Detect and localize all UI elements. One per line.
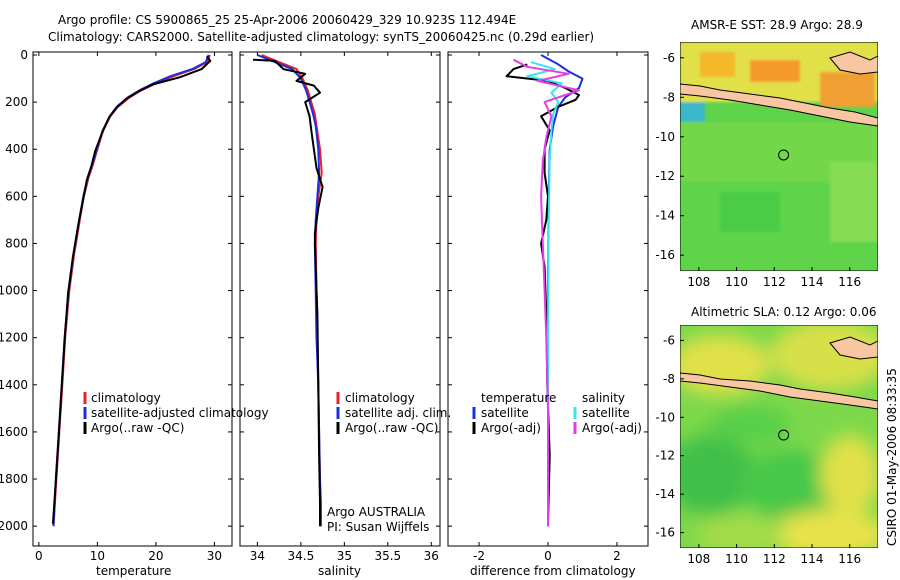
legend-label: satellite-adjusted climatology [91, 406, 269, 420]
java-coastline [680, 83, 878, 127]
legend-label: climatology [345, 391, 415, 405]
sst-map-title: AMSR-E SST: 28.9 Argo: 28.9 [691, 18, 863, 32]
map-y-tick-label: -10 [655, 410, 675, 424]
map-y-tick-label: -6 [663, 333, 675, 347]
map-x-tick-label: 108 [687, 552, 710, 566]
y-tick-label: 0 [20, 48, 28, 62]
map-x-tick-label: 112 [763, 552, 786, 566]
series-line-satellite [526, 61, 563, 527]
legend-label: Argo(-adj) [582, 421, 642, 435]
x-tick-label: 30 [207, 549, 222, 563]
x-tick-label: 35 [337, 549, 352, 563]
legend-label-temperature: temperature [481, 391, 556, 405]
y-tick-label: 600 [5, 189, 28, 203]
x-axis-label-salinity: salinity [318, 564, 361, 578]
x-tick-label: 10 [90, 549, 105, 563]
y-tick-label: 200 [5, 95, 28, 109]
header-line1: Argo profile: CS 5900865_25 25-Apr-2006 … [58, 13, 516, 27]
sla-map-title: Altimetric SLA: 0.12 Argo: 0.06 [691, 305, 876, 319]
legend-label-salinity: salinity [582, 391, 625, 405]
x-axis-label-temperature: temperature [96, 564, 171, 578]
annotation-pi: PI: Susan Wijffels [327, 520, 429, 534]
coastline [829, 336, 878, 360]
y-tick-label: 1200 [0, 331, 28, 345]
temperature-panel [32, 51, 233, 547]
x-tick-label: 20 [148, 549, 163, 563]
sst-map [680, 42, 878, 271]
map-x-tick-label: 116 [838, 275, 861, 289]
map-x-tick-label: 114 [801, 275, 824, 289]
map-y-tick-label: -16 [655, 248, 675, 262]
legend-label: satellite adj. clim. [345, 406, 451, 420]
x-tick-label: 34.5 [288, 549, 315, 563]
legend-label: climatology [91, 391, 161, 405]
series-line-argo-adj- [513, 58, 580, 527]
argo-position-marker [778, 429, 790, 441]
map-y-tick-label: -8 [663, 372, 675, 386]
map-y-tick-label: -14 [655, 209, 675, 223]
series-line-climatology [261, 54, 323, 527]
y-tick-label: 1000 [0, 284, 28, 298]
header-line2: Climatology: CARS2000. Satellite-adjuste… [48, 30, 594, 44]
series-line-climatology [52, 54, 211, 527]
legend-label: Argo(..raw -QC) [91, 421, 184, 435]
map-x-tick-label: 112 [763, 275, 786, 289]
y-tick-label: 400 [5, 142, 28, 156]
map-x-tick-label: 110 [725, 552, 748, 566]
temperature-legend: climatology satellite-adjusted climatolo… [83, 391, 269, 435]
map-x-tick-label: 114 [801, 552, 824, 566]
legend-label: Argo(-adj) [481, 421, 541, 435]
side-label: CSIRO 01-May-2006 08:33:35 [885, 368, 899, 546]
map-x-tick-label: 110 [725, 275, 748, 289]
legend-label: Argo(..raw -QC) [345, 421, 438, 435]
y-tick-label: 1800 [0, 472, 28, 486]
map-y-tick-label: -8 [663, 90, 675, 104]
x-tick-label: 0 [35, 549, 43, 563]
salinity-legend: climatology satellite adj. clim. Argo(..… [327, 391, 451, 534]
coastline [829, 51, 878, 75]
x-tick-label: 35.5 [374, 549, 401, 563]
x-tick-label: -2 [473, 549, 485, 563]
x-tick-label: 2 [613, 549, 621, 563]
map-y-tick-label: -16 [655, 526, 675, 540]
y-tick-label: 1400 [0, 378, 28, 392]
series-line-argo-raw-qc- [252, 58, 324, 527]
map-y-tick-label: -6 [663, 51, 675, 65]
legend-label: satellite [582, 406, 630, 420]
y-tick-label: 2000 [0, 519, 28, 533]
map-y-tick-label: -14 [655, 487, 675, 501]
map-y-tick-label: -12 [655, 449, 675, 463]
series-line-argo-adj- [505, 63, 580, 524]
y-tick-label: 800 [5, 236, 28, 250]
x-tick-label: 0 [544, 549, 552, 563]
argo-position-marker [778, 149, 790, 161]
x-axis-label-difference: difference from climatology [470, 564, 636, 578]
map-x-tick-label: 116 [838, 552, 861, 566]
difference-legend: temperature satellite Argo(-adj) salinit… [472, 391, 642, 435]
map-y-tick-label: -10 [655, 130, 675, 144]
series-line-satellite-adjusted-climatology [52, 54, 210, 527]
java-coastline [680, 372, 878, 410]
map-x-tick-label: 108 [687, 275, 710, 289]
sla-map [680, 325, 878, 548]
map-y-tick-label: -12 [655, 169, 675, 183]
annotation-argo-australia: Argo AUSTRALIA [327, 505, 426, 519]
x-tick-label: 36 [424, 549, 439, 563]
salinity-panel [239, 51, 441, 547]
legend-label: satellite [481, 406, 529, 420]
series-line-argo-raw-qc- [51, 55, 212, 524]
x-tick-label: 34 [250, 549, 265, 563]
y-tick-label: 1600 [0, 425, 28, 439]
